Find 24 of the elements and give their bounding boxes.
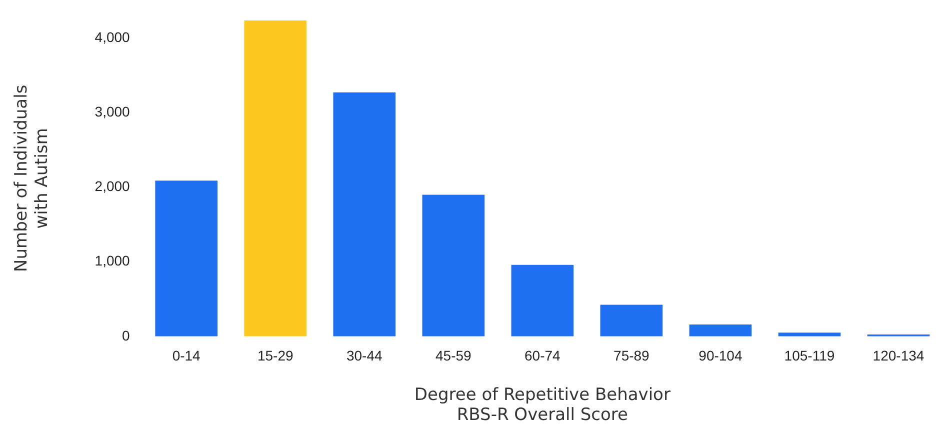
bar (511, 264, 574, 336)
bar (422, 194, 485, 336)
bar (778, 332, 841, 336)
bar (333, 92, 396, 336)
x-tick-label: 105-119 (784, 348, 835, 364)
x-tick-label: 60-74 (524, 348, 561, 364)
x-tick-label: 75-89 (614, 348, 650, 364)
y-tick-label: 1,000 (94, 252, 130, 269)
y-tick-label: 2,000 (94, 178, 130, 194)
y-tick-label: 3,000 (94, 104, 130, 120)
x-tick-label: 45-59 (435, 348, 472, 364)
x-tick-label: 120-134 (872, 348, 924, 364)
x-tick-label: 30-44 (346, 348, 382, 364)
y-tick-label: 0 (122, 327, 130, 344)
y-axis-title: Number of Individuals with Autism (12, 84, 52, 272)
x-axis-title: Degree of Repetitive Behavior RBS-R Overall Score (414, 384, 670, 426)
bar (600, 304, 663, 336)
bar (244, 20, 307, 336)
bar (155, 180, 218, 336)
bar (689, 324, 752, 336)
x-tick-label: 0-14 (172, 348, 201, 364)
x-tick-label: 15-29 (257, 348, 294, 364)
y-tick-label: 4,000 (94, 29, 130, 46)
x-tick-label: 90-104 (698, 348, 742, 364)
